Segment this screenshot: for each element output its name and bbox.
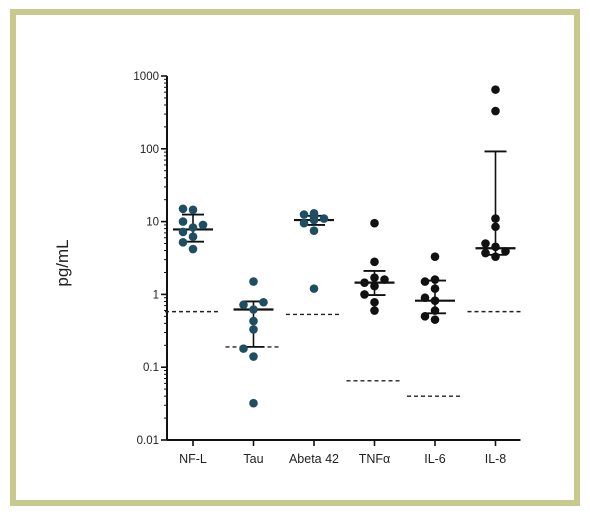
data-point (370, 273, 379, 282)
data-point (198, 220, 208, 230)
data-point (491, 85, 500, 94)
y-tick-label: 100 (140, 144, 159, 156)
data-point (430, 275, 440, 284)
x-tick-label: IL-6 (424, 452, 446, 466)
x-tick-label: Abeta 42 (289, 452, 339, 466)
data-point (380, 275, 389, 284)
data-point (319, 214, 329, 223)
data-point (299, 218, 309, 228)
data-point (309, 209, 319, 218)
data-point (420, 312, 430, 321)
data-point (309, 226, 319, 235)
data-point (430, 315, 440, 324)
data-point (430, 296, 440, 305)
y-tick-label: 1000 (133, 71, 159, 83)
chart-frame: pg/mL 1000 100 10 1 0.1 0.01 NF-L Tau Abeta 42 TN… (10, 9, 580, 506)
data-point (239, 300, 248, 310)
group-il-6 (407, 252, 463, 397)
data-point (188, 205, 198, 215)
data-point (239, 344, 248, 353)
scatter-chart: pg/mL 1000 100 10 1 0.1 0.01 NF-L Tau Abeta 42 TN… (53, 71, 524, 466)
data-point (491, 222, 500, 232)
data-point (249, 352, 258, 361)
data-point (420, 293, 430, 303)
data-point (370, 257, 379, 267)
data-point (481, 239, 490, 248)
data-point (370, 306, 379, 315)
x-tick-label: NF-L (179, 452, 207, 466)
data-point (178, 204, 188, 214)
data-point (481, 248, 490, 258)
data-point (501, 247, 510, 256)
data-point (491, 106, 500, 116)
y-tick-label: 1 (153, 289, 159, 301)
group-tau (225, 277, 282, 408)
data-point (249, 316, 258, 326)
data-point (299, 210, 309, 219)
data-point (370, 281, 379, 291)
data-point (249, 398, 258, 408)
data-point (188, 232, 198, 242)
data-point (360, 278, 369, 287)
x-tick-label: TNFα (359, 452, 391, 466)
data-point (249, 325, 258, 334)
data-point (360, 290, 369, 299)
data-point (491, 214, 500, 223)
y-axis-label: pg/mL (53, 239, 72, 286)
data-point (420, 277, 430, 286)
x-tick-label: Tau (243, 452, 263, 466)
data-point (178, 217, 188, 226)
data-point (249, 277, 258, 286)
data-point (178, 227, 188, 237)
data-point (491, 242, 500, 252)
data-point (430, 306, 440, 315)
data-point (430, 284, 440, 293)
y-tick-label: 10 (146, 217, 159, 229)
data-point (259, 297, 268, 307)
group-nf-l (165, 204, 221, 313)
y-tick-label: 0.01 (137, 435, 159, 447)
data-point (430, 252, 440, 261)
y-tick-label: 0.1 (143, 362, 159, 374)
group-il-8 (467, 85, 524, 313)
data-point (370, 297, 379, 307)
data-point (370, 218, 379, 228)
data-point (188, 244, 198, 254)
data-point (188, 223, 198, 232)
data-point (249, 305, 258, 314)
data-point (178, 237, 188, 247)
x-tick-label: IL-8 (485, 452, 507, 466)
group-tnf- (346, 218, 403, 382)
group-abeta-42 (286, 209, 342, 316)
data-point (491, 252, 500, 261)
data-point (309, 284, 319, 293)
